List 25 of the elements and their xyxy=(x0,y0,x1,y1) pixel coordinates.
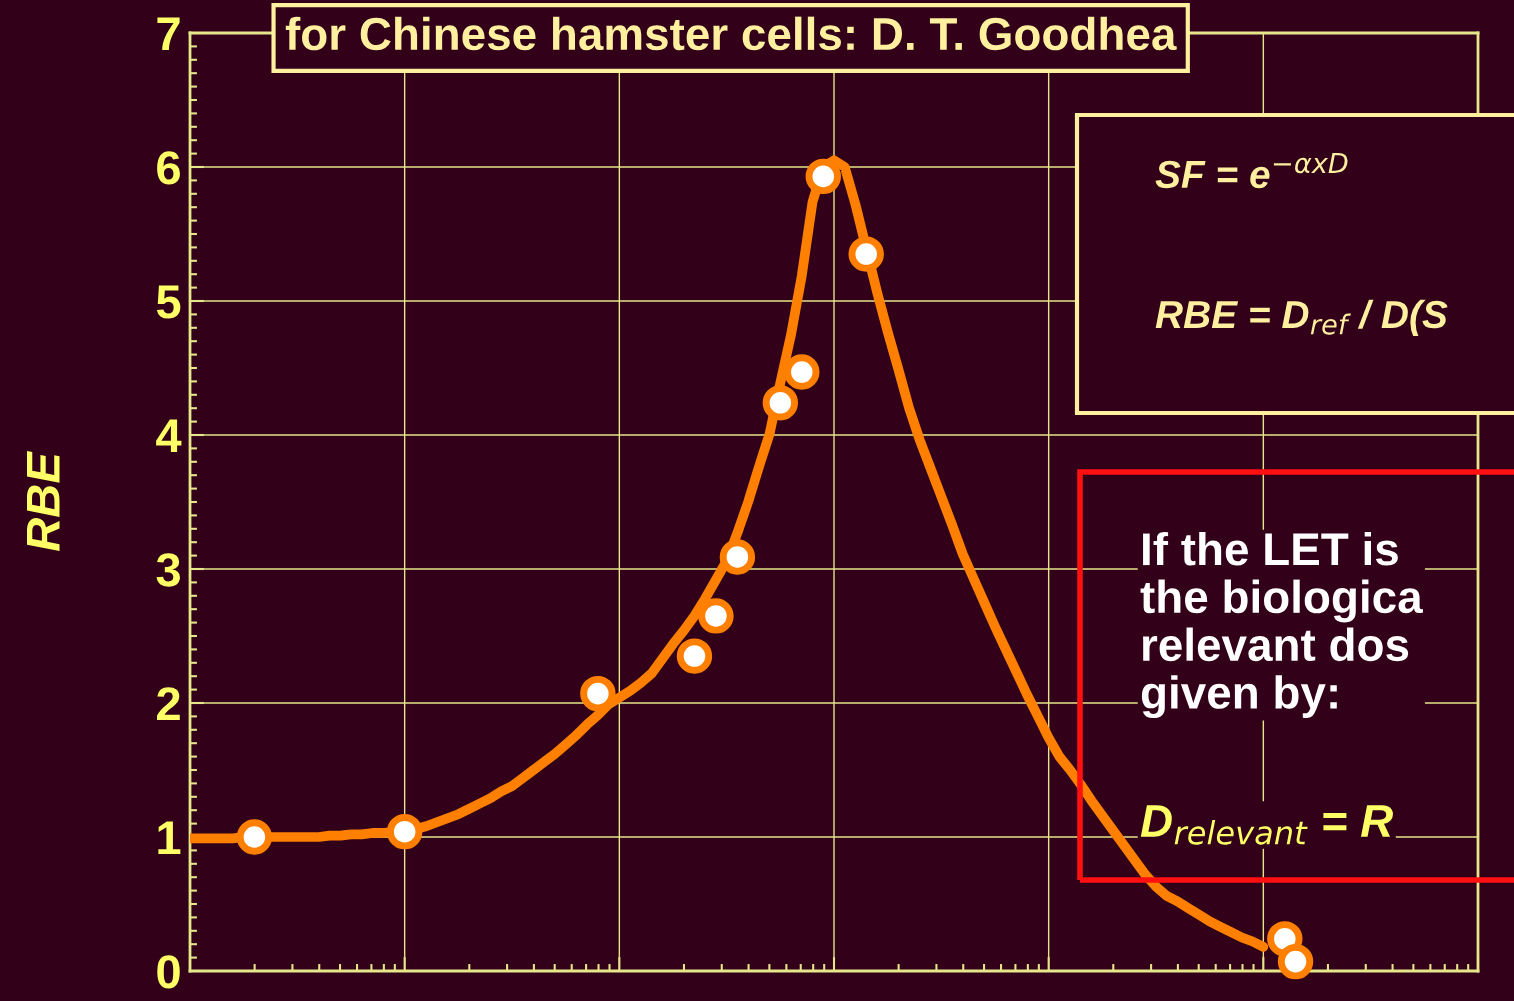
point xyxy=(762,385,799,421)
annotation: D$_{relevant}$ = R xyxy=(1140,805,1393,845)
y-tick-label: 4 xyxy=(156,419,182,453)
annotation: RBE = D$_{ref}$ / D(S xyxy=(1155,299,1448,336)
annotation: If the LET is the biologica relevant dos given by: xyxy=(1140,531,1423,719)
point xyxy=(676,638,713,674)
annotation: SF = e$^{−αxD}$ xyxy=(1155,153,1348,189)
point xyxy=(386,813,423,850)
point xyxy=(848,236,884,272)
point xyxy=(784,354,820,390)
y-tick-label: 2 xyxy=(157,687,180,721)
y-tick-label: 6 xyxy=(157,151,180,185)
point xyxy=(698,598,734,634)
point xyxy=(580,675,616,712)
y-tick-label: 0 xyxy=(157,955,180,989)
y-tick-label: 7 xyxy=(157,17,180,51)
y-axis-title: RBE xyxy=(27,450,60,552)
point xyxy=(1277,943,1314,980)
y-tick-label: 3 xyxy=(156,553,180,587)
point xyxy=(719,539,756,575)
y-tick-label: 1 xyxy=(158,821,181,855)
point xyxy=(236,819,273,855)
chart-title: for Chinese hamster cells: D. T. Goodhea xyxy=(285,16,1177,51)
y-tick-label: 5 xyxy=(156,285,181,319)
point xyxy=(805,158,841,195)
